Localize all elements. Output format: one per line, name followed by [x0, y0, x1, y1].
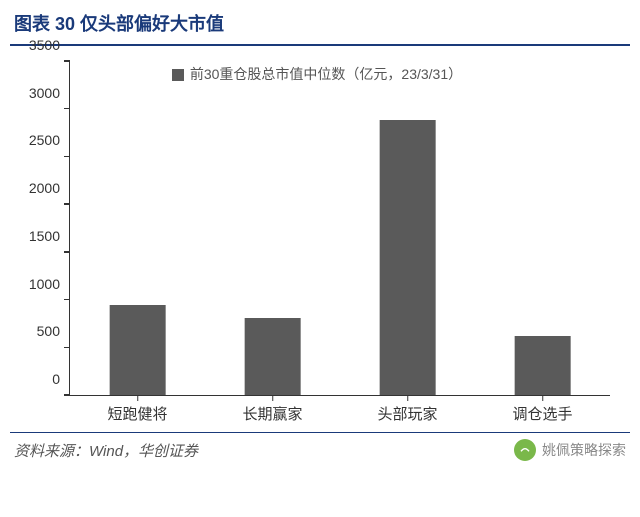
watermark: 姚佩策略探索 [514, 439, 626, 461]
plot-region: 0500100015002000250030003500短跑健将长期赢家头部玩家… [69, 61, 610, 396]
x-tick [542, 395, 544, 401]
source-text: 资料来源：Wind，华创证券 [14, 440, 198, 461]
y-tick [64, 108, 70, 110]
x-tick-label: 长期赢家 [242, 403, 302, 424]
y-tick [64, 156, 70, 158]
y-tick [64, 394, 70, 396]
y-tick [64, 299, 70, 301]
y-tick-label: 1500 [29, 228, 60, 244]
y-tick [64, 251, 70, 253]
bar [244, 318, 301, 395]
y-tick-label: 2500 [29, 132, 60, 148]
bar [379, 120, 436, 395]
figure-title: 图表 30 仅头部偏好大市值 [0, 0, 640, 44]
y-tick [64, 203, 70, 205]
x-tick [272, 395, 274, 401]
x-tick [137, 395, 139, 401]
chart-area: 前30重仓股总市值中位数（亿元，23/3/31） 050010001500200… [14, 56, 620, 426]
x-tick-label: 头部玩家 [377, 403, 437, 424]
x-tick-label: 调仓选手 [512, 403, 572, 424]
y-tick [64, 60, 70, 62]
y-tick-label: 2000 [29, 180, 60, 196]
watermark-label: 姚佩策略探索 [542, 440, 626, 460]
y-tick-label: 0 [52, 371, 60, 387]
watermark-badge-icon [514, 439, 536, 461]
x-tick-label: 短跑健将 [107, 403, 167, 424]
title-rule-top [10, 44, 630, 46]
x-tick [407, 395, 409, 401]
y-tick-label: 500 [37, 323, 60, 339]
bar [514, 336, 571, 395]
bar [109, 305, 166, 395]
y-tick-label: 3500 [29, 37, 60, 53]
y-tick-label: 3000 [29, 85, 60, 101]
y-tick [64, 347, 70, 349]
y-tick-label: 1000 [29, 276, 60, 292]
